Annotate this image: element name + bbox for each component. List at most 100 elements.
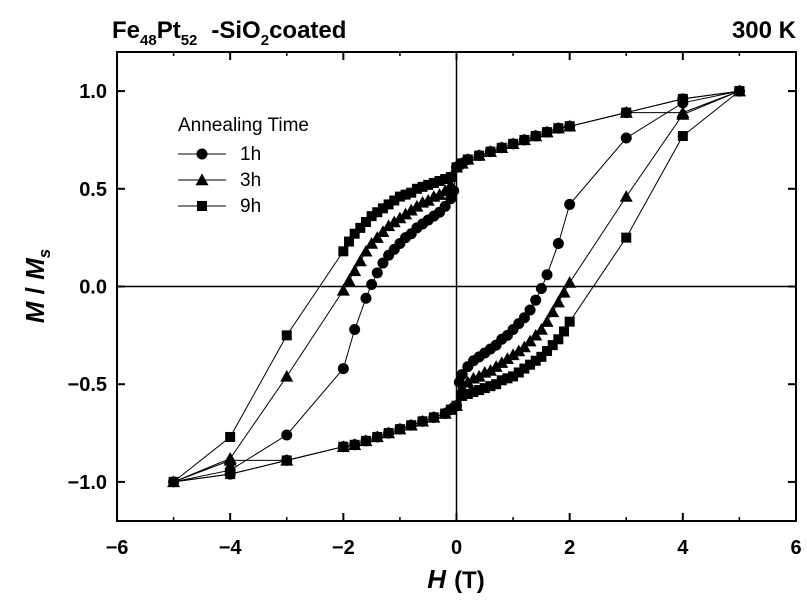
data-point [489, 360, 503, 372]
y-axis-label: M / Ms [20, 249, 54, 323]
legend-marker [196, 148, 208, 160]
data-point [349, 439, 360, 450]
data-point [524, 304, 536, 316]
data-point [281, 429, 293, 441]
y-tick-label: −1.0 [68, 472, 107, 494]
data-point [360, 435, 371, 446]
data-point [491, 379, 502, 390]
data-point [677, 93, 688, 104]
data-point [557, 285, 571, 298]
x-tick-label: −4 [219, 537, 243, 559]
data-point [417, 181, 428, 192]
data-point [411, 183, 422, 194]
data-point [496, 375, 507, 386]
chart-title: Fe48Pt52 -SiO2coated [112, 17, 346, 49]
data-point [513, 367, 524, 378]
data-point [462, 388, 473, 399]
data-point [382, 219, 396, 232]
data-point [677, 131, 688, 142]
data-point [366, 211, 377, 222]
data-point [620, 132, 632, 144]
legend-label: 9h [240, 196, 261, 217]
chart-temperature-label: 300 K [732, 17, 797, 44]
data-point [365, 237, 379, 249]
data-point [468, 387, 479, 398]
data-point [485, 146, 496, 157]
data-point [444, 178, 458, 191]
data-point [734, 86, 745, 97]
x-tick-label: 0 [451, 537, 462, 559]
data-point [456, 368, 468, 380]
data-point [479, 383, 490, 394]
data-point [500, 352, 514, 365]
data-point [530, 131, 541, 142]
data-point [518, 312, 530, 324]
data-point [462, 154, 473, 165]
data-point [359, 244, 373, 257]
y-tick-label: 0.5 [79, 179, 107, 201]
data-point [428, 412, 439, 423]
x-tick-label: 4 [677, 537, 689, 559]
data-point [348, 264, 362, 277]
data-point [336, 283, 350, 296]
x-tick-label: −2 [332, 537, 355, 559]
data-point [540, 315, 554, 327]
data-point [546, 305, 560, 318]
y-tick-label: −0.5 [68, 374, 107, 396]
data-point [451, 400, 462, 411]
data-point [495, 356, 509, 368]
data-point [517, 340, 531, 353]
data-point [406, 187, 417, 198]
data-point [621, 107, 632, 118]
y-tick-label: 1.0 [79, 81, 107, 103]
data-point [353, 254, 367, 267]
data-point [342, 274, 356, 286]
data-point [552, 238, 564, 250]
data-point [519, 363, 530, 374]
data-point [534, 322, 548, 335]
data-point [451, 162, 462, 173]
legend-label: 1h [240, 144, 261, 165]
data-point [389, 195, 400, 206]
data-point [400, 189, 411, 200]
data-point [676, 108, 690, 120]
data-point [512, 344, 526, 357]
data-point [542, 345, 553, 356]
legend-title: Annealing Time [178, 115, 309, 136]
data-point [519, 134, 530, 145]
data-point [547, 340, 558, 351]
data-point [338, 441, 349, 452]
data-point [542, 127, 553, 138]
data-point [366, 279, 378, 291]
data-point [394, 191, 405, 202]
data-point [474, 385, 485, 396]
data-point [440, 174, 451, 185]
data-point [281, 455, 292, 466]
data-point [434, 175, 445, 186]
data-point [349, 323, 361, 335]
data-point [337, 363, 349, 375]
data-point [502, 373, 513, 384]
legend-marker [197, 201, 207, 211]
data-point [508, 371, 519, 382]
data-point [406, 420, 417, 431]
y-tick-label: 0.0 [79, 277, 107, 299]
data-point [383, 249, 395, 261]
data-point [349, 228, 360, 239]
data-point [417, 416, 428, 427]
data-point [445, 404, 456, 415]
data-point [525, 359, 536, 370]
data-point [383, 199, 394, 210]
data-point [383, 428, 394, 439]
data-point [338, 246, 349, 257]
data-point [372, 207, 383, 218]
data-point [225, 431, 236, 442]
data-point [168, 476, 179, 487]
data-point [376, 225, 390, 237]
data-point [496, 142, 507, 153]
data-point [343, 236, 354, 247]
data-point [472, 369, 486, 382]
data-point [564, 121, 575, 132]
data-point [457, 158, 468, 169]
data-point [536, 351, 547, 362]
